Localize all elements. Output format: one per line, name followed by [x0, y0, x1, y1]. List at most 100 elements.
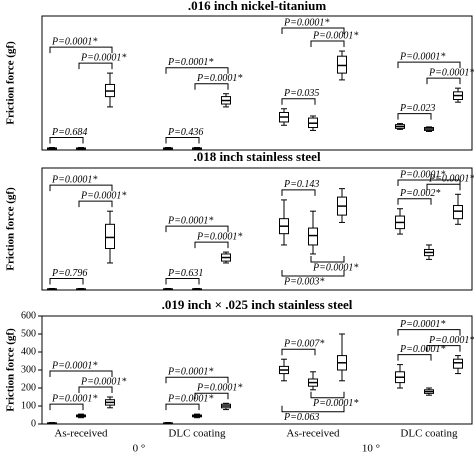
significance-bracket — [281, 348, 316, 356]
y-tick-label: 200 — [21, 382, 36, 393]
plot-frame — [41, 315, 473, 425]
significance-bracket — [165, 225, 229, 233]
significance-bracket — [426, 345, 461, 352]
y-tick-label: 0 — [31, 418, 36, 429]
significance-bracket — [281, 405, 345, 413]
p-value-label: P=0.0001* — [80, 190, 126, 201]
x-group-label: DLC coating — [400, 428, 458, 440]
y-tick-label: 500 — [21, 328, 36, 339]
p-value-label: P=0.0001* — [80, 52, 126, 63]
significance-bracket — [49, 46, 113, 54]
box — [337, 55, 347, 74]
p-value-label: P=0.0001* — [51, 174, 97, 185]
significance-bracket — [397, 354, 432, 361]
y-axis-label: Friction force (gf) — [5, 187, 17, 271]
significance-bracket — [397, 61, 461, 69]
significance-bracket — [397, 179, 461, 186]
p-value-label: P=0.007* — [283, 338, 324, 349]
significance-bracket — [281, 189, 316, 196]
p-value-label: P=0.0001* — [312, 398, 358, 409]
significance-bracket — [281, 27, 345, 34]
significance-bracket — [78, 386, 113, 393]
significance-bracket — [310, 255, 345, 263]
significance-bracket — [281, 98, 316, 105]
box — [453, 205, 463, 220]
p-value-label: P=0.0001* — [399, 169, 445, 180]
significance-bracket — [194, 241, 229, 249]
angle-label: 10 ° — [362, 443, 380, 455]
significance-bracket — [49, 137, 84, 144]
box — [453, 358, 463, 369]
significance-bracket — [78, 62, 113, 70]
significance-bracket — [194, 392, 229, 400]
significance-bracket — [426, 77, 461, 85]
significance-bracket — [397, 113, 432, 120]
y-tick-label: 400 — [21, 346, 36, 357]
significance-bracket — [397, 198, 432, 205]
y-tick-label: 300 — [21, 364, 36, 375]
significance-bracket — [426, 183, 461, 191]
plot-frame — [41, 167, 473, 291]
panel-title: .018 inch stainless steel — [193, 149, 321, 164]
significance-bracket — [49, 403, 84, 411]
p-value-label: P=0.0001* — [196, 383, 242, 394]
significance-bracket — [165, 403, 200, 411]
p-value-label: P=0.0001* — [312, 262, 358, 273]
p-value-label: P=0.0001* — [196, 73, 242, 84]
p-value-label: P=0.0001* — [283, 17, 329, 28]
significance-bracket — [310, 391, 345, 399]
p-value-label: P=0.0001* — [428, 335, 474, 346]
p-value-label: P=0.0001* — [196, 231, 242, 242]
p-value-label: P=0.436 — [167, 127, 203, 138]
p-value-label: P=0.0001* — [51, 393, 97, 404]
p-value-label: P=0.0001* — [51, 36, 97, 47]
p-value-label: P=0.0001* — [80, 376, 126, 387]
p-value-label: P=0.143 — [283, 179, 319, 190]
significance-bracket — [165, 137, 200, 144]
y-tick-label: 100 — [21, 400, 36, 411]
p-value-label: P=0.0001* — [428, 67, 474, 78]
p-value-label: P=0.684 — [51, 127, 87, 138]
significance-bracket — [49, 277, 84, 285]
x-group-label: As-received — [286, 428, 340, 440]
p-value-label: P=0.003* — [283, 276, 324, 287]
significance-bracket — [78, 200, 113, 208]
x-group-label: As-received — [54, 428, 108, 440]
significance-bracket — [49, 370, 113, 377]
significance-bracket — [281, 269, 345, 277]
y-axis-label: Friction force (gf) — [5, 328, 17, 412]
panel-title: .016 inch nickel-titanium — [188, 0, 326, 13]
angle-label: 0 ° — [133, 443, 146, 455]
panel-title: .019 inch × .025 inch stainless steel — [162, 297, 353, 312]
p-value-label: P=0.002* — [399, 188, 440, 199]
p-value-label: P=0.0001* — [167, 215, 213, 226]
p-value-label: P=0.0001* — [51, 360, 97, 371]
y-tick-label: 600 — [21, 310, 36, 321]
x-group-label: DLC coating — [168, 428, 226, 440]
significance-bracket — [165, 376, 229, 384]
p-value-label: P=0.0001* — [167, 367, 213, 378]
p-value-label: P=0.0001* — [428, 174, 474, 185]
p-value-label: P=0.796 — [51, 268, 87, 279]
p-value-label: P=0.0001* — [167, 393, 213, 404]
p-value-label: P=0.631 — [167, 268, 203, 279]
plot-frame — [41, 15, 473, 151]
p-value-label: P=0.035 — [283, 88, 319, 99]
box — [105, 223, 115, 250]
box — [308, 227, 318, 246]
significance-bracket — [165, 277, 200, 285]
p-value-label: P=0.063 — [283, 412, 319, 423]
significance-bracket — [49, 184, 113, 192]
significance-bracket — [165, 67, 229, 74]
p-value-label: P=0.0001* — [167, 57, 213, 68]
significance-bracket — [194, 83, 229, 90]
p-value-label: P=0.0001* — [399, 51, 445, 62]
significance-bracket — [397, 329, 461, 336]
p-value-label: P=0.0001* — [399, 319, 445, 330]
p-value-label: P=0.023 — [399, 103, 435, 114]
y-axis-label: Friction force (gf) — [5, 41, 17, 125]
p-value-label: P=0.0001* — [399, 344, 445, 355]
significance-bracket — [310, 40, 345, 48]
